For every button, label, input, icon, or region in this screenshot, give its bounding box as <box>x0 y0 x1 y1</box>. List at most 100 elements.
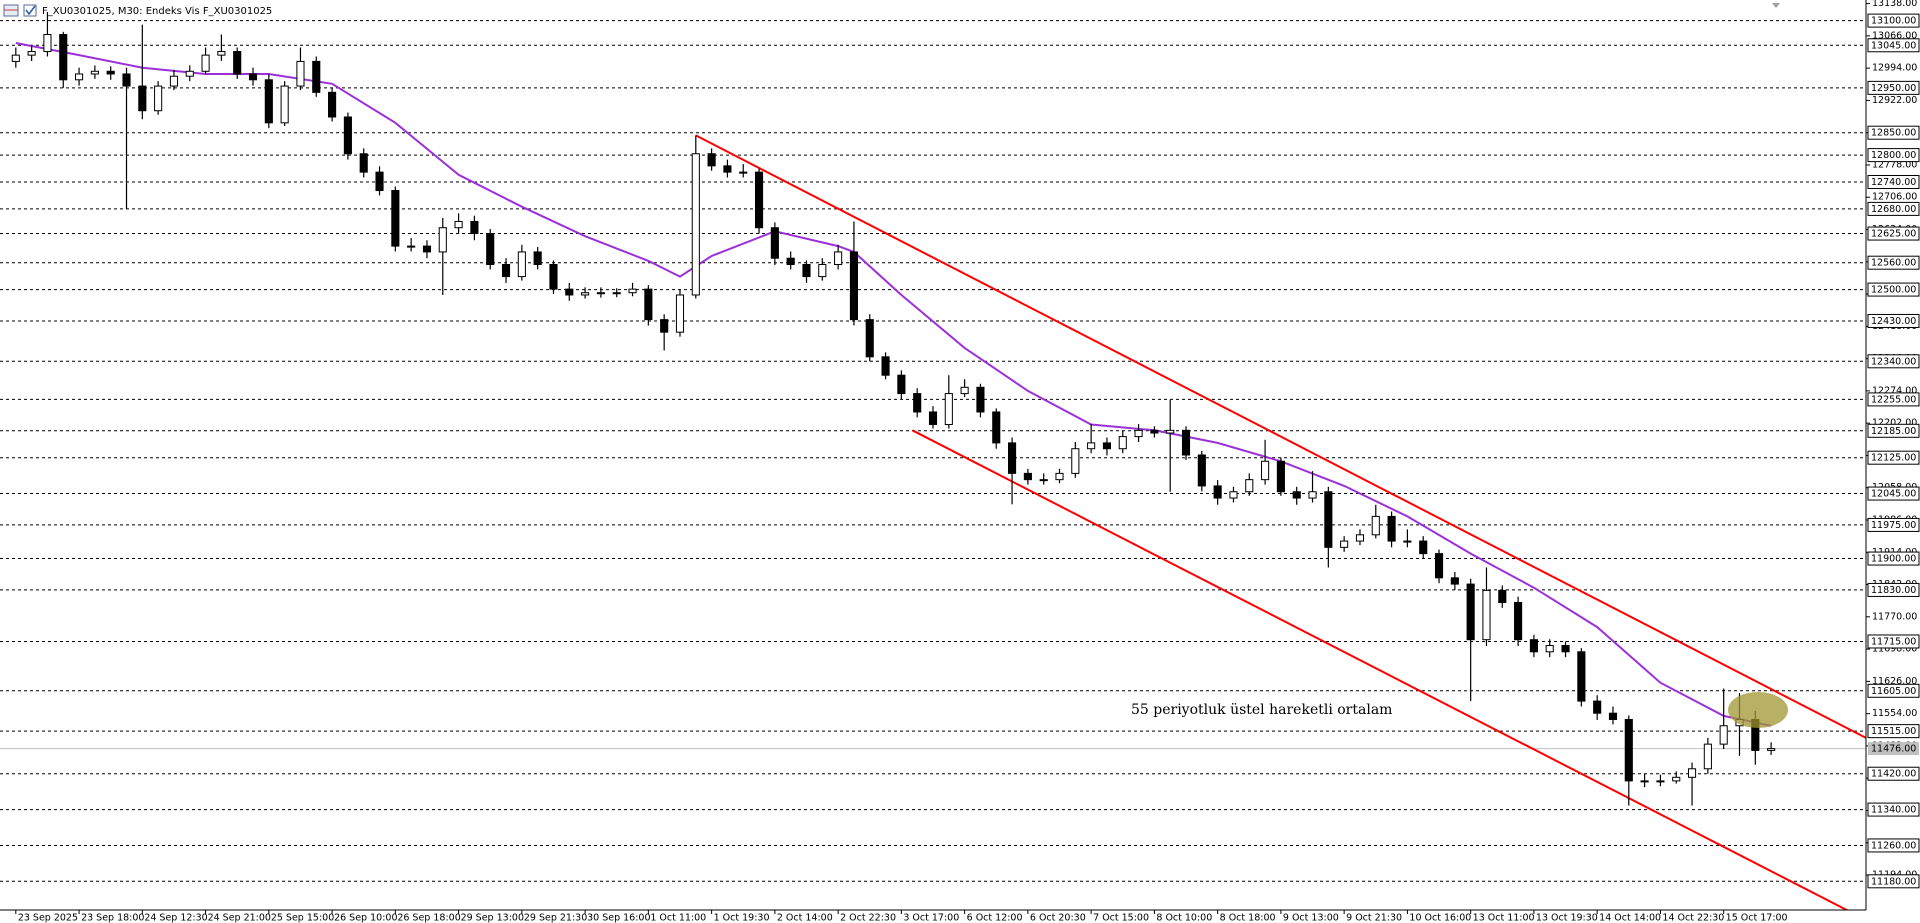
last-price-label: 11476.00 <box>1871 744 1916 755</box>
level-label-box <box>1867 392 1920 407</box>
candle-body <box>59 34 68 81</box>
level-label: 11975.00 <box>1871 520 1916 531</box>
x-tick-label: 9 Oct 21:30 <box>1346 913 1402 923</box>
x-tick-label: 3 Oct 17:00 <box>903 913 959 923</box>
candle-body <box>1482 589 1491 641</box>
axis-labels: 13138.00 13066.00 12994.00 12922.00 12850.00… <box>15 0 1920 923</box>
candle-body <box>1403 540 1412 543</box>
icon-check-mark <box>25 5 36 16</box>
candle-body <box>834 251 843 265</box>
level-label-box <box>1867 486 1920 501</box>
y-tick-label: 13138.00 <box>1872 0 1917 9</box>
level-label-box <box>1867 175 1920 189</box>
level-label: 13045.00 <box>1871 40 1916 51</box>
candle-body <box>391 190 400 247</box>
candle-body <box>1071 448 1080 474</box>
candle-body <box>1608 712 1618 720</box>
candle-body <box>1703 743 1712 770</box>
level-label: 11515.00 <box>1871 726 1916 737</box>
candle-body <box>470 220 479 235</box>
candle-body <box>1292 491 1301 499</box>
candle-body <box>169 75 179 87</box>
x-tick-label: 13 Oct 11:00 <box>1473 913 1535 923</box>
levels <box>0 20 1866 882</box>
level-label-box <box>1867 313 1920 328</box>
candle-body <box>1498 589 1507 603</box>
candle-body <box>296 60 305 87</box>
candle-body <box>1102 442 1112 450</box>
candle-body <box>1023 472 1032 481</box>
candle-body <box>1134 429 1143 438</box>
title-bar: F_XU0301025, M30: Endeks Vis F_XU0301025 <box>3 4 272 17</box>
candle-body <box>1150 429 1159 434</box>
y-tick-label: 12274.00 <box>1872 385 1917 396</box>
candle-body <box>1767 748 1776 751</box>
trend-line <box>911 429 1849 910</box>
candle-body <box>533 251 542 265</box>
highlight-ellipse <box>1728 692 1788 728</box>
candle-body <box>154 85 163 112</box>
level-label-box <box>1867 838 1920 853</box>
candle-body <box>928 411 938 426</box>
level-label-box <box>1867 255 1920 270</box>
x-tick-label: 2 Oct 22:30 <box>840 913 896 923</box>
level-label-box <box>1867 582 1920 597</box>
candle-body <box>1181 429 1191 456</box>
icon-check <box>23 4 37 17</box>
x-tick-label: 23 Sep 2025 <box>18 913 78 923</box>
level-label-box <box>1867 874 1920 889</box>
level-label-box <box>1867 423 1920 438</box>
x-tick-label: 26 Sep 10:00 <box>334 913 397 923</box>
candle-body <box>1719 725 1728 745</box>
candle-body <box>27 51 36 56</box>
y-tick-label: 12994.00 <box>1872 63 1917 74</box>
y-tick-label: 12922.00 <box>1872 95 1917 106</box>
candle-body <box>786 257 795 265</box>
candle-body <box>802 263 811 278</box>
candle-body <box>1261 460 1270 481</box>
level-label: 12680.00 <box>1871 204 1916 215</box>
level-label: 11420.00 <box>1871 769 1916 780</box>
level-label-box <box>1867 724 1920 739</box>
x-tick-label: 10 Oct 16:00 <box>1409 913 1471 923</box>
candle-body <box>1419 540 1428 555</box>
y-tick-label: 12202.00 <box>1872 418 1917 429</box>
trend-line <box>695 134 1866 739</box>
candle-body <box>90 70 99 75</box>
candle-body <box>375 171 384 192</box>
level-label-box <box>1867 450 1920 465</box>
candle-body <box>992 411 1001 444</box>
candle-body <box>565 288 574 296</box>
level-label: 11605.00 <box>1871 686 1916 697</box>
candle-body <box>1593 700 1602 714</box>
candle-body <box>1229 491 1238 499</box>
level-label-box <box>1867 634 1920 649</box>
candle-body <box>913 393 922 413</box>
x-tick-label: 8 Oct 10:00 <box>1156 913 1212 923</box>
x-tick-label: 6 Oct 12:00 <box>967 913 1023 923</box>
x-tick-label: 15 Oct 17:00 <box>1726 913 1788 923</box>
level-label: 11340.00 <box>1871 805 1916 816</box>
candle-body <box>138 85 147 112</box>
level-label-box <box>1867 226 1920 241</box>
level-label: 12560.00 <box>1871 258 1916 269</box>
candle-body <box>517 251 526 278</box>
candle-body <box>264 79 273 124</box>
x-tick-label: 9 Oct 13:00 <box>1283 913 1339 923</box>
level-label: 12125.00 <box>1871 453 1916 464</box>
level-label: 11180.00 <box>1871 876 1916 887</box>
x-tick-label: 24 Sep 12:30 <box>144 913 207 923</box>
x-tick-label: 14 Oct 14:00 <box>1599 913 1661 923</box>
level-label-box <box>1867 201 1920 216</box>
level-label: 12625.00 <box>1871 229 1916 240</box>
candle-body <box>1672 776 1681 782</box>
candle-body <box>1577 651 1586 702</box>
candle-body <box>454 220 463 229</box>
candle-body <box>1355 534 1365 542</box>
candle-body <box>849 251 858 321</box>
level-label-box <box>1867 13 1920 28</box>
candle-body <box>217 51 226 56</box>
candle-body <box>233 51 242 75</box>
candle-body <box>1340 540 1349 548</box>
